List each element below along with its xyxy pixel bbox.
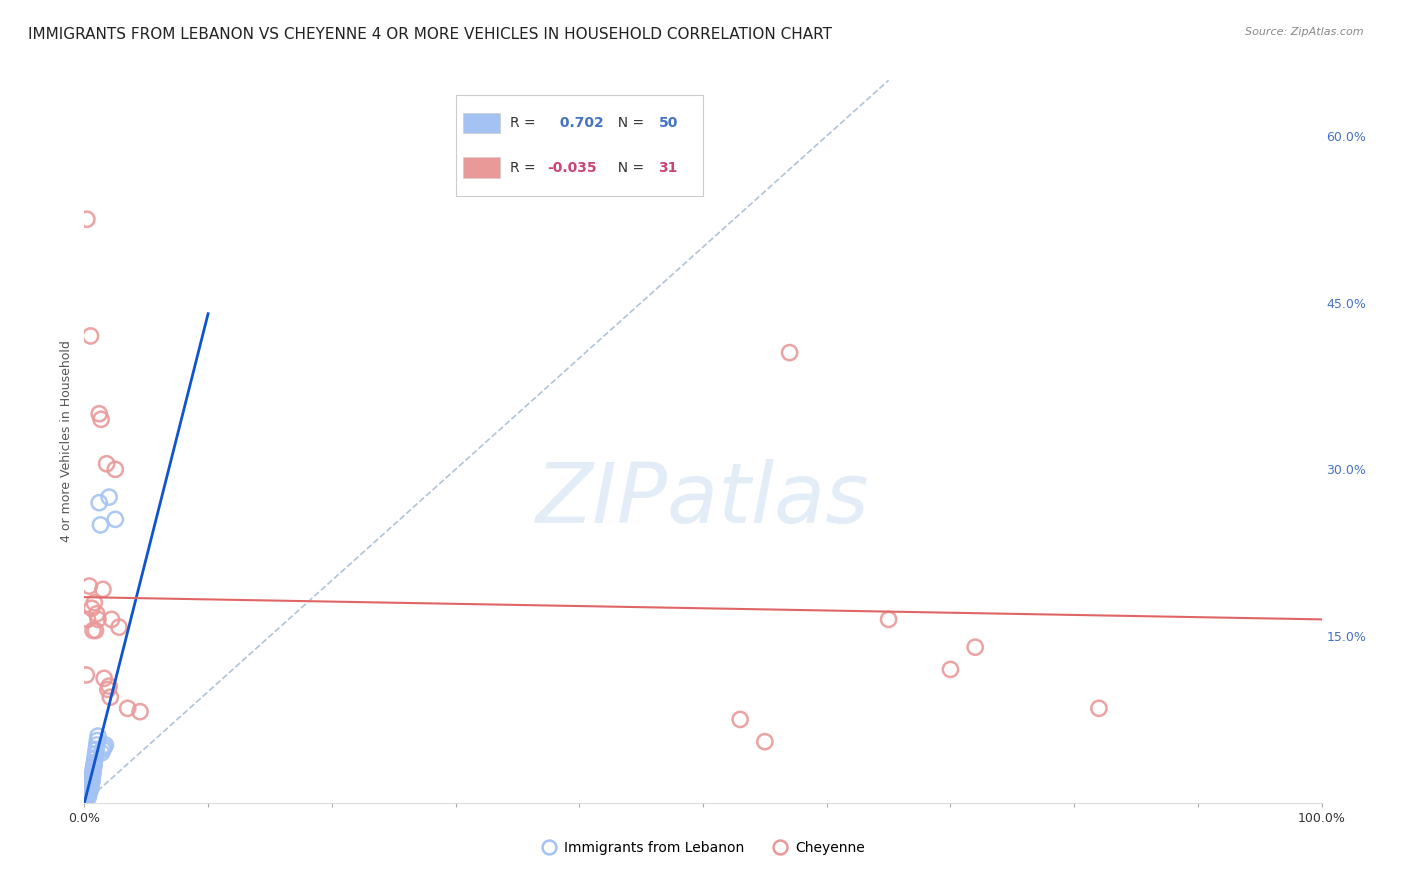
Point xyxy=(84,624,107,638)
Point xyxy=(87,612,110,626)
Point xyxy=(75,787,97,801)
Text: ZIPatlas: ZIPatlas xyxy=(536,458,870,540)
Point xyxy=(79,782,101,797)
Point xyxy=(79,579,101,593)
Legend: Immigrants from Lebanon, Cheyenne: Immigrants from Lebanon, Cheyenne xyxy=(534,836,872,861)
Point xyxy=(75,668,97,682)
Point xyxy=(75,789,97,804)
Point xyxy=(98,679,121,693)
Point xyxy=(87,729,110,743)
Point xyxy=(79,780,101,795)
Point xyxy=(76,783,98,797)
Point xyxy=(89,407,111,421)
Point xyxy=(82,769,104,783)
Point xyxy=(79,776,101,790)
Point xyxy=(77,790,100,805)
Point xyxy=(84,742,107,756)
Point xyxy=(1088,701,1111,715)
Point xyxy=(94,738,117,752)
Point xyxy=(98,690,121,705)
Point xyxy=(129,705,152,719)
Point xyxy=(79,778,101,792)
Point xyxy=(86,738,108,752)
Point xyxy=(100,612,122,626)
Point xyxy=(779,345,801,359)
Point xyxy=(75,790,97,805)
Point xyxy=(98,490,121,504)
Point xyxy=(75,783,97,797)
Point xyxy=(97,682,120,697)
Point xyxy=(73,794,96,808)
Point xyxy=(754,734,776,748)
Point xyxy=(82,764,104,779)
Point xyxy=(75,786,97,800)
Point xyxy=(76,612,98,626)
Point xyxy=(79,773,101,788)
Point xyxy=(76,789,98,804)
Point xyxy=(76,779,98,793)
Point xyxy=(77,785,100,799)
Point xyxy=(77,788,100,802)
Point xyxy=(728,713,751,727)
Point xyxy=(75,785,97,799)
Text: IMMIGRANTS FROM LEBANON VS CHEYENNE 4 OR MORE VEHICLES IN HOUSEHOLD CORRELATION : IMMIGRANTS FROM LEBANON VS CHEYENNE 4 OR… xyxy=(28,27,832,42)
Point xyxy=(877,612,900,626)
Point xyxy=(90,412,112,426)
Point xyxy=(80,776,103,790)
Point xyxy=(80,780,103,795)
Text: Source: ZipAtlas.com: Source: ZipAtlas.com xyxy=(1246,27,1364,37)
Point xyxy=(86,607,108,621)
Point xyxy=(93,671,115,685)
Point xyxy=(83,596,105,610)
Point xyxy=(83,758,105,772)
Point xyxy=(83,751,105,765)
Point xyxy=(96,457,118,471)
Point xyxy=(83,760,105,774)
Point xyxy=(104,512,127,526)
Point xyxy=(89,517,111,532)
Point xyxy=(75,791,97,805)
Point xyxy=(93,740,115,755)
Point xyxy=(104,462,127,476)
Point xyxy=(84,747,107,761)
Point xyxy=(86,733,108,747)
Point xyxy=(91,582,114,597)
Point xyxy=(76,786,98,800)
Point xyxy=(89,496,111,510)
Point xyxy=(80,772,103,786)
Point xyxy=(108,620,131,634)
Point xyxy=(76,212,98,227)
Point xyxy=(80,601,103,615)
Point xyxy=(90,746,112,760)
Point xyxy=(82,763,104,777)
Point xyxy=(76,782,98,797)
Point xyxy=(965,640,987,655)
Point xyxy=(75,791,97,805)
Point xyxy=(82,767,104,781)
Point xyxy=(79,329,101,343)
Point xyxy=(939,662,962,676)
Point xyxy=(83,756,105,770)
Point xyxy=(91,742,114,756)
Point xyxy=(80,778,103,792)
Point xyxy=(77,787,100,801)
Point xyxy=(80,773,103,788)
Y-axis label: 4 or more Vehicles in Household: 4 or more Vehicles in Household xyxy=(60,341,73,542)
Point xyxy=(117,701,139,715)
Point xyxy=(73,792,96,806)
Point xyxy=(82,624,104,638)
